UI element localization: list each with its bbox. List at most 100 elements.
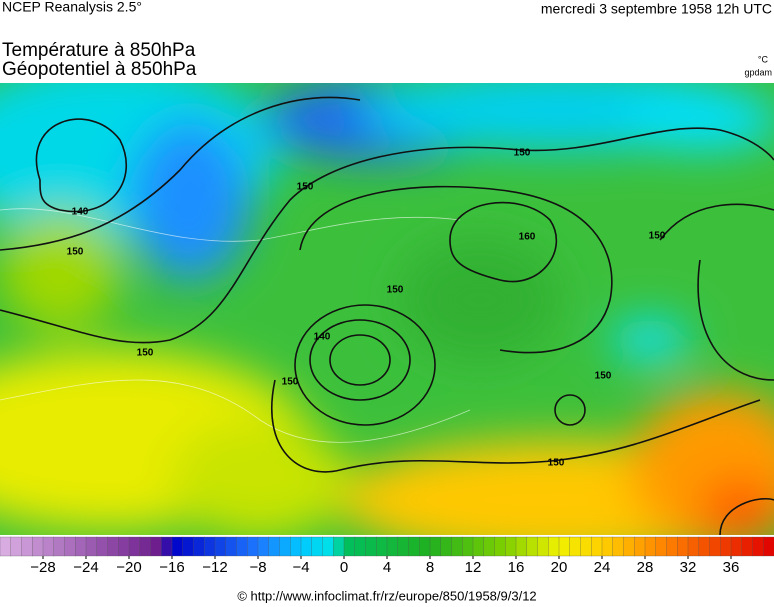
colorbar-swatch — [483, 536, 495, 557]
colorbar-swatch — [741, 536, 753, 557]
colorbar-swatch — [730, 536, 743, 557]
colorbar-swatch — [171, 536, 184, 557]
title: Température à 850hPa — [2, 40, 196, 61]
contour-label: 150 — [67, 247, 84, 258]
contour-label: 150 — [297, 182, 314, 193]
colorbar-label: 0 — [340, 559, 348, 576]
map — [0, 83, 774, 535]
colorbar-swatch — [343, 536, 356, 557]
colorbar-label: 12 — [465, 559, 482, 576]
contour-label: 150 — [387, 285, 404, 296]
contour-label: 160 — [519, 232, 536, 243]
colorbar-label: −28 — [30, 559, 55, 576]
colorbar-label: −12 — [202, 559, 227, 576]
colorbar-swatch — [236, 536, 248, 557]
colorbar-swatch — [161, 536, 173, 557]
contour-label: 140 — [72, 207, 89, 218]
colorbar-swatch — [505, 536, 517, 557]
colorbar-swatch — [32, 536, 44, 557]
colorbar-swatch — [107, 536, 119, 557]
colorbar-swatch — [139, 536, 151, 557]
colorbar-swatch — [419, 536, 431, 557]
colorbar-label: −16 — [159, 559, 184, 576]
colorbar-swatch — [10, 536, 22, 557]
colorbar-swatch — [494, 536, 506, 557]
colorbar-swatch — [580, 536, 592, 557]
colorbar-swatch — [0, 536, 12, 557]
colorbar-swatch — [150, 536, 162, 557]
contour-label: 150 — [649, 231, 666, 242]
colorbar-swatch — [720, 536, 732, 557]
contour-label: 150 — [282, 377, 299, 388]
colorbar-swatch — [376, 536, 388, 557]
colorbar-swatch — [709, 536, 721, 557]
colorbar-swatch — [182, 536, 194, 557]
colorbar-label: 16 — [508, 559, 525, 576]
colorbar-label: 20 — [551, 559, 568, 576]
colorbar-swatch — [591, 536, 603, 557]
colorbar-swatch — [300, 536, 313, 557]
colorbar-swatch — [655, 536, 667, 557]
colorbar-swatch — [257, 536, 270, 557]
colorbar-swatch — [634, 536, 646, 557]
colorbar-swatch — [354, 536, 366, 557]
colorbar-swatch — [214, 536, 227, 557]
colorbar-swatch — [763, 536, 774, 557]
colorbar-swatch — [21, 536, 33, 557]
colorbar-swatch — [408, 536, 420, 557]
colorbar-swatch — [698, 536, 710, 557]
colorbar-swatch — [548, 536, 560, 557]
colorbar-swatch — [623, 536, 635, 557]
colorbar-swatch — [537, 536, 549, 557]
colorbar-swatch — [429, 536, 442, 557]
colorbar-swatch — [365, 536, 377, 557]
colorbar-swatch — [644, 536, 657, 557]
colorbar-swatch — [687, 536, 700, 557]
colorbar-swatch — [64, 536, 76, 557]
colorbar-swatch — [279, 536, 291, 557]
colorbar-swatch — [268, 536, 280, 557]
colorbar-swatch — [569, 536, 581, 557]
colorbar-swatch — [225, 536, 237, 557]
source: NCEP Reanalysis 2.5° — [2, 0, 142, 15]
colorbar-swatch — [311, 536, 323, 557]
colorbar-swatch — [128, 536, 141, 557]
colorbar-swatch — [386, 536, 399, 557]
colorbar-swatch — [290, 536, 302, 557]
contour-label: 150 — [514, 148, 531, 159]
colorbar-swatch — [397, 536, 409, 557]
colorbar-swatch — [612, 536, 624, 557]
colorbar-swatch — [96, 536, 108, 557]
colorbar-label: 28 — [637, 559, 654, 576]
colorbar-swatch — [752, 536, 764, 557]
colorbar-swatch — [75, 536, 87, 557]
colorbar-swatch — [677, 536, 689, 557]
colorbar-swatch — [440, 536, 452, 557]
colorbar-label: −4 — [292, 559, 309, 576]
colorbar-swatch — [526, 536, 538, 557]
colorbar-swatch — [322, 536, 334, 557]
colorbar-swatch — [247, 536, 259, 557]
colorbar-swatch — [462, 536, 474, 557]
colorbar-swatch — [601, 536, 614, 557]
colorbar-swatch — [333, 536, 345, 557]
colorbar-swatch — [515, 536, 528, 557]
colorbar-label: 24 — [594, 559, 611, 576]
colorbar-swatch — [558, 536, 571, 557]
title: Géopotentiel à 850hPa — [2, 59, 197, 80]
contour-label: 150 — [595, 371, 612, 382]
colorbar-swatch — [53, 536, 65, 557]
contour-labels: 150 140 150 150 150 160 150 140 150 150 … — [67, 148, 666, 469]
colorbar-swatch — [193, 536, 205, 557]
contour-label: 140 — [314, 332, 331, 343]
colorbar-swatch — [85, 536, 98, 557]
unit: gpdam — [744, 67, 772, 77]
colorbar-label: −24 — [73, 559, 98, 576]
colorbar-label: 32 — [680, 559, 697, 576]
colorbar-label: −8 — [249, 559, 266, 576]
colorbar-label: −20 — [116, 559, 141, 576]
colorbar-swatch — [666, 536, 678, 557]
colorbar-label: 36 — [723, 559, 740, 576]
